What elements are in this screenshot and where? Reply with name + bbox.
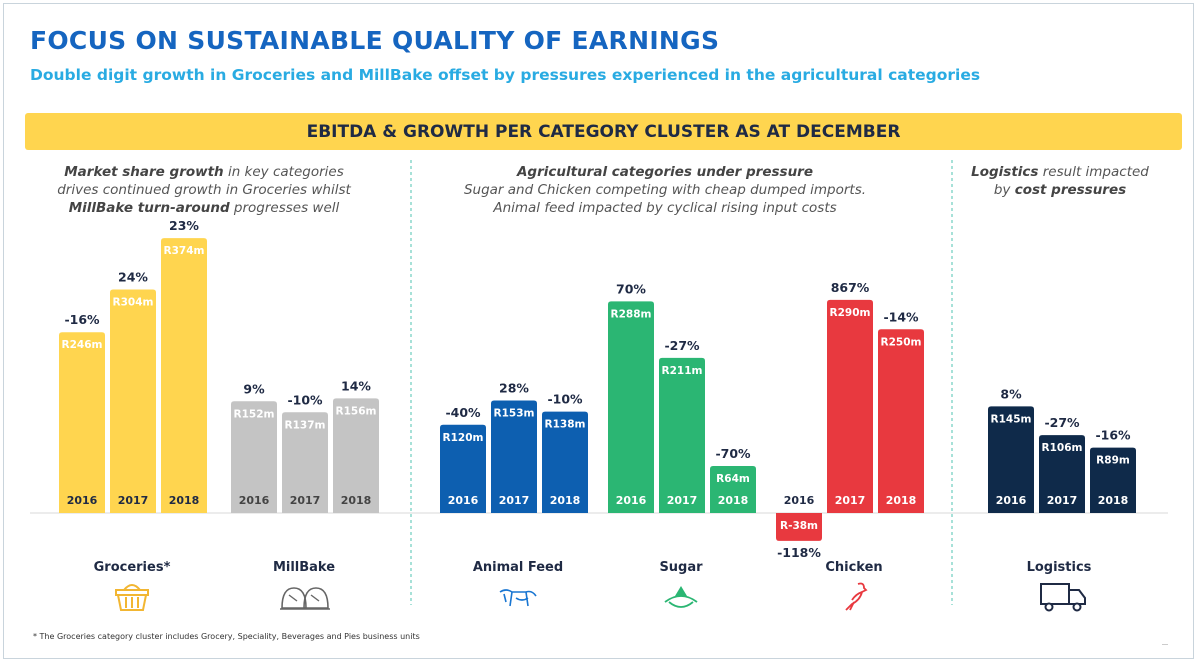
growth-label: 867% [831, 280, 870, 295]
footnote-mark [1162, 644, 1168, 645]
year-label: 2016 [448, 494, 479, 507]
growth-label: -16% [1095, 428, 1131, 443]
growth-label: -10% [547, 392, 583, 407]
year-label: 2017 [118, 494, 149, 507]
page-title: FOCUS ON SUSTAINABLE QUALITY OF EARNINGS [30, 26, 720, 55]
bar-sugar-2018 [710, 465, 756, 513]
year-label: 2018 [169, 494, 200, 507]
bar-sugar-2016 [608, 301, 654, 513]
growth-label: 9% [243, 381, 265, 396]
bar-logistics-2017 [1039, 435, 1085, 513]
note-left: Market share growth in key categories dr… [57, 164, 351, 216]
chicken-icon [845, 582, 868, 611]
bar-groceries-2017 [110, 289, 156, 513]
bread-icon [280, 587, 330, 610]
bar-value-label: R89m [1096, 455, 1130, 467]
year-label: 2017 [835, 494, 866, 507]
year-label: 2017 [667, 494, 698, 507]
bar-value-label: R250m [881, 336, 922, 348]
bar-value-label: R-38m [780, 520, 818, 532]
bar-value-label: R211m [662, 365, 703, 377]
bar-logistics-2018 [1090, 447, 1136, 513]
bar-value-label: R290m [830, 307, 871, 319]
bar-groceries-2016 [59, 332, 105, 513]
bar-animal-feed-2018 [542, 411, 588, 513]
basket-icon [115, 584, 149, 611]
growth-label: -40% [445, 405, 481, 420]
note-right: Logistics result impacted by cost pressu… [971, 164, 1149, 198]
growth-label: -16% [64, 312, 100, 327]
bar-value-label: R304m [113, 297, 154, 309]
bar-chicken-2017 [827, 299, 873, 513]
bar-value-label: R138m [545, 419, 586, 431]
growth-label: -27% [1044, 415, 1080, 430]
bar-logistics-2016 [988, 406, 1034, 513]
bar-chicken-2018 [878, 329, 924, 513]
bar-value-label: R156m [336, 405, 377, 417]
year-label: 2016 [239, 494, 270, 507]
category-label-chicken: Chicken [825, 560, 883, 575]
chart-banner: EBITDA & GROWTH PER CATEGORY CLUSTER AS … [25, 113, 1182, 150]
slide-frame [3, 3, 1194, 659]
bar-value-label: R246m [62, 339, 103, 351]
bar-value-label: R106m [1042, 442, 1083, 454]
cow-icon [499, 589, 537, 607]
year-label: 2017 [499, 494, 530, 507]
year-label: 2017 [290, 494, 321, 507]
category-label-logistics: Logistics [1026, 560, 1092, 575]
bar-value-label: R374m [164, 245, 205, 257]
footnote: * The Groceries category cluster include… [33, 632, 420, 641]
category-label-animal-feed: Animal Feed [472, 560, 564, 575]
growth-label: -14% [883, 309, 919, 324]
bar-value-label: R120m [443, 432, 484, 444]
bar-value-label: R288m [611, 308, 652, 320]
bar-value-label: R64m [716, 473, 750, 485]
bar-animal-feed-2016 [440, 424, 486, 513]
year-label: 2016 [67, 494, 98, 507]
year-label: 2016 [996, 494, 1027, 507]
bar-value-label: R137m [285, 419, 326, 431]
growth-label: 8% [1000, 386, 1022, 401]
year-label: 2018 [1098, 494, 1129, 507]
sugar-spoon-icon [664, 586, 698, 608]
category-label-groceries: Groceries* [93, 560, 171, 575]
year-label: 2016 [784, 494, 815, 507]
year-label: 2018 [341, 494, 372, 507]
bar-millbake-2016 [231, 401, 277, 513]
page-subtitle: Double digit growth in Groceries and Mil… [30, 66, 981, 84]
bar-value-label: R145m [991, 413, 1032, 425]
bar-chicken-2016 [776, 513, 822, 541]
growth-label: -27% [664, 338, 700, 353]
bar-value-label: R153m [494, 408, 535, 420]
growth-label: 70% [616, 281, 646, 296]
bar-groceries-2018 [161, 238, 207, 514]
category-label-sugar: Sugar [659, 560, 703, 575]
growth-label: 14% [341, 378, 371, 393]
bar-animal-feed-2017 [491, 400, 537, 513]
growth-label: -118% [777, 545, 821, 560]
year-label: 2016 [616, 494, 647, 507]
growth-label: -10% [287, 392, 323, 407]
year-label: 2017 [1047, 494, 1078, 507]
truck-icon [1040, 583, 1086, 612]
bar-sugar-2017 [659, 357, 705, 513]
bar-millbake-2018 [333, 398, 379, 513]
bar-millbake-2017 [282, 412, 328, 513]
growth-label: 24% [118, 270, 148, 285]
year-label: 2018 [718, 494, 749, 507]
growth-label: 23% [169, 218, 199, 233]
note-middle: Agricultural categories under pressure S… [463, 164, 867, 216]
growth-label: 28% [499, 381, 529, 396]
bar-value-label: R152m [234, 408, 275, 420]
category-label-millbake: MillBake [272, 560, 336, 575]
year-label: 2018 [550, 494, 581, 507]
growth-label: -70% [715, 446, 751, 461]
year-label: 2018 [886, 494, 917, 507]
chart-banner-text: EBITDA & GROWTH PER CATEGORY CLUSTER AS … [306, 121, 901, 142]
